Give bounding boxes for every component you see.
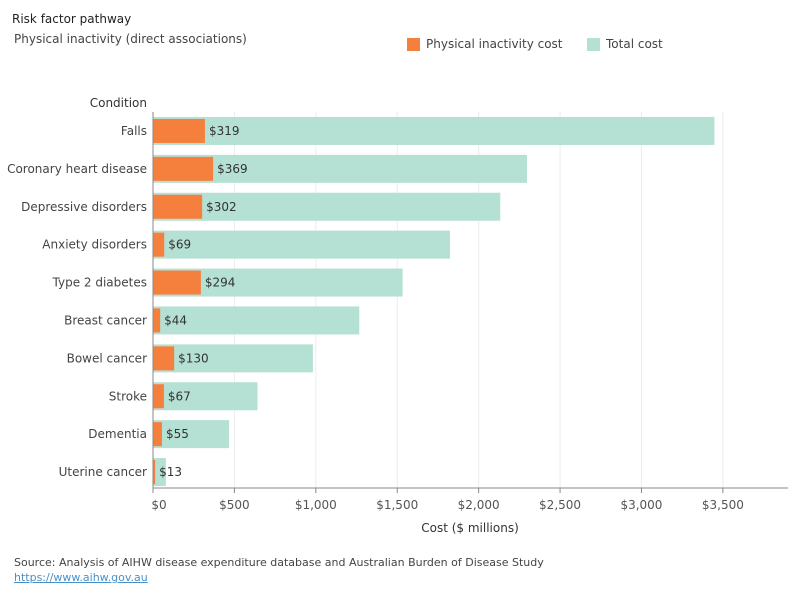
bar-physical-inactivity-cost bbox=[153, 118, 205, 143]
category-label: Type 2 diabetes bbox=[52, 276, 147, 290]
x-tick-label: $500 bbox=[219, 498, 250, 512]
data-label: $369 bbox=[217, 162, 248, 176]
data-label: $130 bbox=[178, 351, 209, 365]
category-label: Anxiety disorders bbox=[42, 238, 147, 252]
category-label: Coronary heart disease bbox=[7, 162, 147, 176]
bar-physical-inactivity-cost bbox=[153, 156, 214, 181]
x-tick-label: $1,000 bbox=[295, 498, 337, 512]
x-tick-label: $0 bbox=[151, 498, 166, 512]
category-label: Bowel cancer bbox=[67, 351, 147, 365]
bar-physical-inactivity-cost bbox=[153, 270, 201, 295]
data-label: $319 bbox=[209, 124, 240, 138]
data-label: $13 bbox=[159, 465, 182, 479]
category-label: Dementia bbox=[88, 427, 147, 441]
bar-total-cost bbox=[153, 344, 313, 373]
bar-total-cost bbox=[153, 382, 258, 411]
x-tick-label: $2,500 bbox=[539, 498, 581, 512]
source-link[interactable]: https://www.aihw.gov.au bbox=[14, 571, 148, 584]
y-axis-title: Condition bbox=[90, 96, 147, 110]
bar-physical-inactivity-cost bbox=[153, 384, 164, 409]
bar-total-cost bbox=[153, 458, 166, 487]
category-label: Breast cancer bbox=[64, 313, 147, 327]
data-label: $55 bbox=[166, 427, 189, 441]
legend-swatch-total-cost bbox=[587, 38, 600, 51]
category-label: Depressive disorders bbox=[21, 200, 147, 214]
data-label: $294 bbox=[205, 276, 236, 290]
legend-label-physical-inactivity: Physical inactivity cost bbox=[426, 37, 563, 51]
bar-total-cost bbox=[153, 306, 360, 335]
legend-swatch-physical-inactivity bbox=[407, 38, 420, 51]
bar-total-cost bbox=[153, 420, 230, 449]
data-label: $302 bbox=[206, 200, 237, 214]
bar-total-cost bbox=[153, 230, 450, 259]
x-tick-label: $2,000 bbox=[458, 498, 500, 512]
x-tick-label: $3,000 bbox=[620, 498, 662, 512]
bar-physical-inactivity-cost bbox=[153, 232, 165, 257]
chart-subtitle: Physical inactivity (direct associations… bbox=[14, 32, 247, 46]
x-axis-title: Cost ($ millions) bbox=[421, 521, 519, 535]
data-label: $67 bbox=[168, 389, 191, 403]
bar-physical-inactivity-cost bbox=[153, 194, 203, 219]
x-tick-label: $3,500 bbox=[702, 498, 744, 512]
bar-physical-inactivity-cost bbox=[153, 346, 175, 371]
bar-physical-inactivity-cost bbox=[153, 308, 161, 333]
category-label: Uterine cancer bbox=[59, 465, 147, 479]
source-note: Source: Analysis of AIHW disease expendi… bbox=[14, 556, 544, 569]
category-label: Falls bbox=[121, 124, 147, 138]
data-label: $44 bbox=[164, 313, 187, 327]
bar-total-cost bbox=[153, 192, 501, 221]
category-label: Stroke bbox=[109, 389, 147, 403]
bar-total-cost bbox=[153, 116, 715, 145]
x-tick-label: $1,500 bbox=[376, 498, 418, 512]
bar-physical-inactivity-cost bbox=[153, 460, 156, 485]
bar-total-cost bbox=[153, 154, 527, 183]
chart-title: Risk factor pathway bbox=[12, 12, 132, 26]
data-label: $69 bbox=[168, 238, 191, 252]
legend-label-total-cost: Total cost bbox=[606, 37, 663, 51]
bar-physical-inactivity-cost bbox=[153, 422, 162, 447]
